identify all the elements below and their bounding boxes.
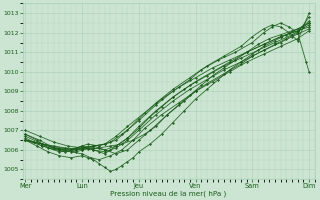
X-axis label: Pression niveau de la mer( hPa ): Pression niveau de la mer( hPa ) <box>110 190 227 197</box>
